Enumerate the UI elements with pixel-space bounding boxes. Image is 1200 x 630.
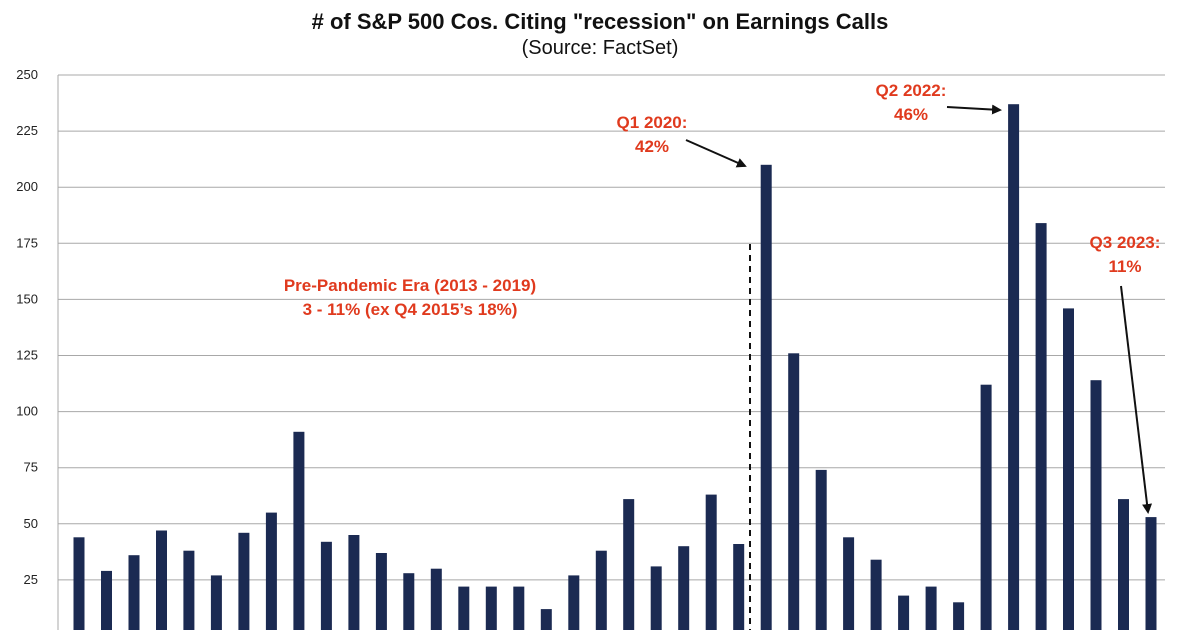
bar-28	[815, 469, 827, 630]
annotation-q2-2022-label: Q2 2022:	[876, 81, 947, 100]
bar-34	[980, 384, 992, 630]
annotation-q1-2020-label: Q1 2020:	[617, 113, 688, 132]
chart-subtitle: (Source: FactSet)	[521, 37, 679, 59]
annotation-q3-2023-value: 11%	[1108, 257, 1141, 276]
annotation-pre-pandemic-title: Pre-Pandemic Era (2013 - 2019)	[284, 276, 536, 295]
bar-17	[513, 586, 525, 630]
y-tick-label: 125	[16, 348, 38, 363]
bar-9	[293, 431, 305, 630]
bar-10	[320, 541, 332, 630]
bar-21	[623, 499, 635, 630]
bar-39	[1118, 499, 1129, 630]
bar-6	[210, 575, 222, 630]
y-axis-ticks: 25 50 75 100 125 150 175 200 225 250	[16, 67, 38, 587]
bar-31	[898, 595, 910, 630]
bar-26	[760, 164, 772, 630]
annotation-q1-2020-value: 42%	[635, 137, 669, 156]
bar-22	[650, 566, 662, 630]
bar-11	[348, 535, 360, 630]
y-tick-label: 225	[16, 123, 38, 138]
y-tick-label: 100	[16, 404, 38, 419]
bar-37	[1063, 308, 1074, 630]
annotation-pre-pandemic-range: 3 - 11% (ex Q4 2015’s 18%)	[303, 300, 518, 319]
bar-40	[1145, 517, 1157, 630]
y-tick-label: 50	[24, 516, 38, 531]
bar-18	[540, 609, 552, 630]
bar-36	[1035, 223, 1047, 630]
bar-24	[705, 494, 717, 630]
annotation-q1-2020-arrow	[685, 139, 747, 168]
bar-23	[678, 546, 690, 630]
annotation-q2-2022-arrow	[946, 104, 1002, 115]
bar-15	[458, 586, 470, 630]
y-tick-label: 25	[24, 572, 38, 587]
bar-27	[788, 353, 800, 630]
bar-3	[128, 555, 140, 630]
bar-5	[183, 550, 195, 630]
bar-19	[568, 575, 580, 630]
bar-13	[403, 573, 415, 630]
bar-32	[925, 586, 937, 630]
y-tick-label: 75	[24, 460, 38, 475]
annotation-q3-2023-arrow	[1120, 285, 1153, 514]
bar-25	[733, 544, 745, 630]
bar-4	[156, 530, 167, 630]
chart-title: # of S&P 500 Cos. Citing "recession" on …	[311, 9, 889, 34]
y-tick-label: 175	[16, 235, 38, 250]
bar-1	[73, 537, 85, 630]
y-tick-label: 250	[16, 67, 38, 82]
bar-35	[1008, 104, 1020, 630]
bars	[73, 104, 1157, 630]
bar-29	[843, 537, 855, 630]
bar-33	[953, 602, 965, 630]
y-tick-label: 200	[16, 179, 38, 194]
bar-16	[485, 586, 497, 630]
bar-38	[1090, 380, 1102, 630]
bar-20	[595, 550, 607, 630]
bar-30	[870, 559, 882, 630]
gridlines	[57, 74, 1165, 630]
bar-14	[430, 568, 442, 630]
bar-12	[375, 553, 387, 630]
bar-7	[238, 532, 250, 630]
annotation-q3-2023-label: Q3 2023:	[1090, 233, 1161, 252]
y-tick-label: 150	[16, 291, 38, 306]
bar-2	[101, 570, 112, 630]
bar-8	[265, 512, 277, 630]
annotation-q2-2022-value: 46%	[894, 105, 928, 124]
